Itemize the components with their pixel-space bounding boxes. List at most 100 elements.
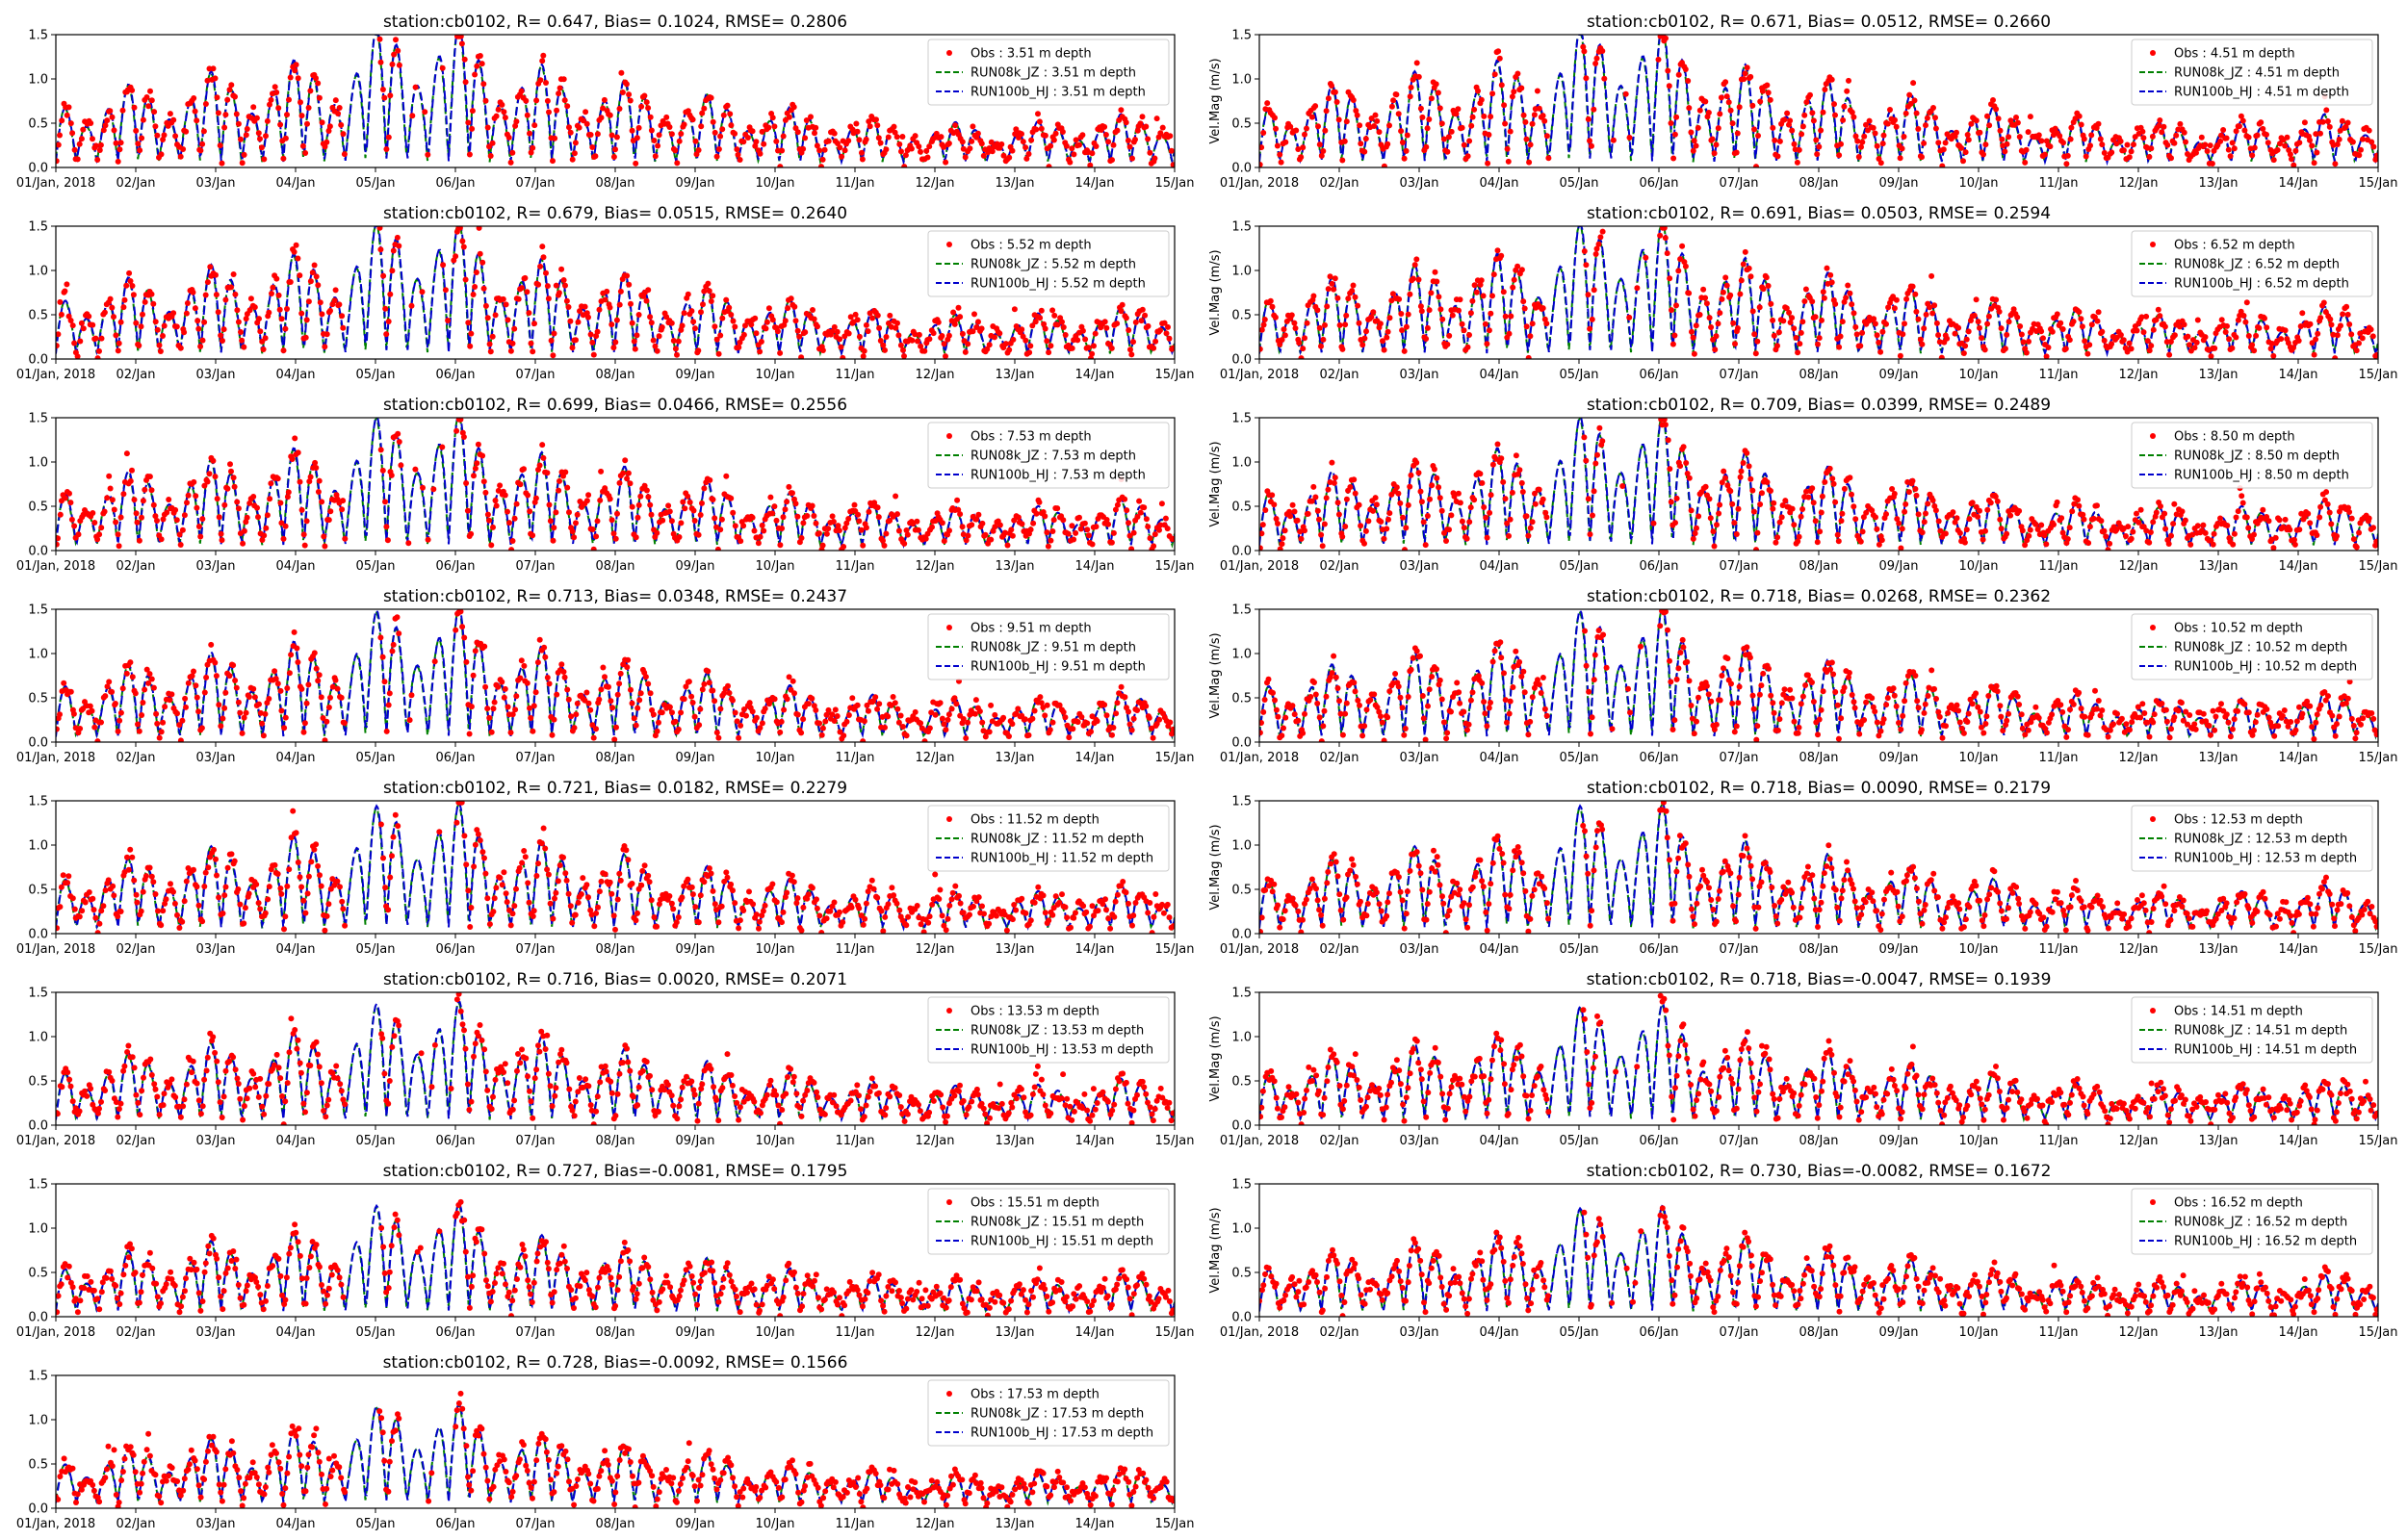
obs-point bbox=[674, 160, 681, 167]
obs-point bbox=[282, 135, 289, 141]
obs-point bbox=[1501, 102, 1508, 109]
x-tick-label: 03/Jan bbox=[196, 176, 236, 191]
obs-point bbox=[1774, 153, 1781, 160]
obs-point bbox=[439, 64, 446, 71]
obs-point bbox=[1855, 154, 1862, 160]
obs-point bbox=[2358, 146, 2364, 153]
obs-point bbox=[2241, 127, 2248, 134]
legend-entry: Obs : 4.51 m depth bbox=[2174, 47, 2295, 62]
obs-point bbox=[962, 154, 969, 161]
obs-point bbox=[1469, 114, 1476, 120]
obs-point bbox=[1543, 133, 1550, 140]
obs-point bbox=[1167, 133, 1174, 140]
obs-point bbox=[1129, 155, 1135, 162]
obs-point bbox=[1711, 150, 1718, 157]
obs-point bbox=[90, 136, 95, 142]
obs-point bbox=[111, 127, 117, 134]
obs-point bbox=[2360, 136, 2366, 142]
obs-point bbox=[111, 314, 116, 321]
obs-point bbox=[2238, 113, 2244, 119]
obs-point bbox=[1813, 137, 1820, 143]
obs-point bbox=[1020, 139, 1026, 145]
obs-point bbox=[1089, 150, 1096, 157]
obs-point bbox=[1009, 147, 1016, 154]
obs-point bbox=[96, 147, 103, 153]
obs-point bbox=[634, 135, 640, 141]
obs-point bbox=[98, 335, 105, 342]
obs-point bbox=[1776, 138, 1783, 144]
obs-point bbox=[74, 156, 81, 163]
obs-point bbox=[2041, 151, 2048, 158]
obs-point bbox=[1475, 88, 1481, 94]
obs-point bbox=[67, 318, 74, 323]
obs-point bbox=[1915, 126, 1922, 132]
obs-point bbox=[863, 136, 869, 142]
obs-point bbox=[998, 141, 1005, 147]
obs-point bbox=[501, 109, 507, 116]
obs-point bbox=[695, 147, 702, 153]
obs-point bbox=[518, 88, 525, 94]
x-tick-label: 08/Jan bbox=[596, 176, 635, 191]
obs-point bbox=[554, 107, 560, 114]
obs-point bbox=[1872, 130, 1878, 137]
y-tick-label: 1.5 bbox=[28, 29, 48, 43]
obs-point bbox=[107, 108, 114, 115]
obs-point bbox=[1828, 76, 1835, 83]
obs-point bbox=[1736, 104, 1743, 111]
obs-point bbox=[258, 144, 265, 151]
obs-point bbox=[226, 87, 233, 93]
obs-point bbox=[2370, 143, 2377, 150]
y-tick-label: 0.5 bbox=[1231, 117, 1252, 132]
obs-point bbox=[1438, 120, 1445, 127]
obs-point bbox=[2289, 156, 2294, 163]
obs-point bbox=[2317, 130, 2323, 137]
obs-point bbox=[126, 270, 133, 276]
obs-point bbox=[2173, 132, 2180, 139]
obs-point bbox=[1734, 130, 1741, 137]
obs-point bbox=[1000, 152, 1007, 159]
obs-point bbox=[1913, 110, 1920, 116]
obs-point bbox=[681, 121, 687, 128]
obs-point bbox=[728, 122, 735, 129]
obs-point bbox=[676, 138, 683, 144]
obs-point bbox=[1723, 93, 1730, 100]
obs-point bbox=[1940, 146, 1947, 153]
obs-point bbox=[821, 146, 828, 153]
obs-point bbox=[1354, 112, 1360, 118]
obs-point bbox=[482, 97, 489, 104]
obs-point bbox=[732, 130, 738, 137]
obs-point bbox=[713, 153, 720, 160]
obs-point bbox=[469, 108, 476, 115]
obs-point bbox=[874, 122, 881, 129]
obs-point bbox=[233, 111, 240, 117]
obs-point bbox=[161, 322, 168, 329]
obs-point bbox=[1849, 109, 1855, 116]
obs-point bbox=[1424, 125, 1431, 132]
obs-point bbox=[974, 130, 981, 137]
obs-point bbox=[1028, 137, 1035, 143]
obs-point bbox=[409, 113, 416, 119]
obs-point bbox=[1610, 137, 1617, 143]
obs-point bbox=[959, 139, 966, 145]
obs-point bbox=[1999, 136, 2006, 142]
obs-point bbox=[78, 136, 85, 142]
obs-point bbox=[1042, 132, 1048, 139]
obs-point bbox=[753, 139, 760, 145]
obs-point bbox=[1102, 132, 1109, 138]
obs-point bbox=[1784, 110, 1791, 116]
obs-point bbox=[814, 142, 820, 149]
obs-point bbox=[1459, 124, 1465, 131]
obs-point bbox=[133, 127, 140, 134]
obs-point bbox=[477, 53, 483, 59]
obs-point bbox=[2313, 131, 2319, 138]
obs-point bbox=[1844, 88, 1851, 94]
obs-point bbox=[1332, 89, 1338, 95]
obs-point bbox=[613, 134, 620, 141]
legend-entry: RUN08k_JZ : 3.51 m depth bbox=[971, 66, 1136, 81]
obs-point bbox=[875, 135, 882, 141]
obs-point bbox=[324, 139, 330, 145]
obs-point bbox=[1897, 155, 1903, 162]
obs-point bbox=[618, 69, 625, 76]
obs-point bbox=[1655, 56, 1662, 63]
obs-point bbox=[204, 77, 211, 84]
